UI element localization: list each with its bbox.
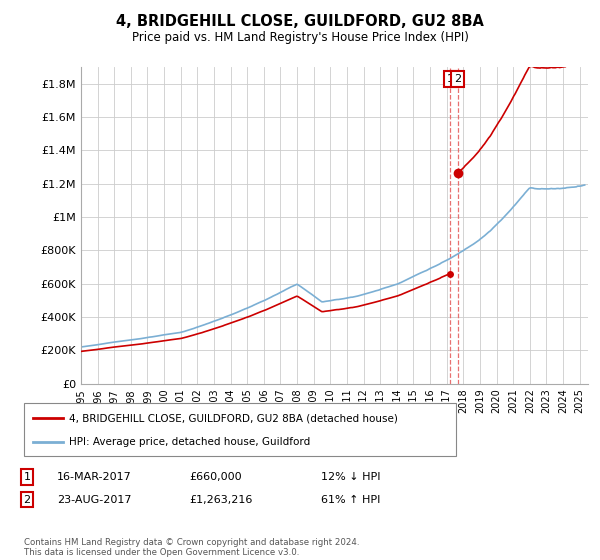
Text: 1: 1 [23, 472, 31, 482]
Text: 1: 1 [446, 74, 454, 84]
Text: 16-MAR-2017: 16-MAR-2017 [57, 472, 132, 482]
Text: 61% ↑ HPI: 61% ↑ HPI [321, 494, 380, 505]
Text: Contains HM Land Registry data © Crown copyright and database right 2024.
This d: Contains HM Land Registry data © Crown c… [24, 538, 359, 557]
Text: 23-AUG-2017: 23-AUG-2017 [57, 494, 131, 505]
Text: £1,263,216: £1,263,216 [189, 494, 253, 505]
Text: 4, BRIDGEHILL CLOSE, GUILDFORD, GU2 8BA: 4, BRIDGEHILL CLOSE, GUILDFORD, GU2 8BA [116, 14, 484, 29]
Text: HPI: Average price, detached house, Guildford: HPI: Average price, detached house, Guil… [69, 436, 310, 446]
Text: Price paid vs. HM Land Registry's House Price Index (HPI): Price paid vs. HM Land Registry's House … [131, 31, 469, 44]
Text: 2: 2 [23, 494, 31, 505]
Text: 4, BRIDGEHILL CLOSE, GUILDFORD, GU2 8BA (detached house): 4, BRIDGEHILL CLOSE, GUILDFORD, GU2 8BA … [69, 413, 398, 423]
Text: 2: 2 [454, 74, 461, 84]
Text: £660,000: £660,000 [189, 472, 242, 482]
Text: 12% ↓ HPI: 12% ↓ HPI [321, 472, 380, 482]
